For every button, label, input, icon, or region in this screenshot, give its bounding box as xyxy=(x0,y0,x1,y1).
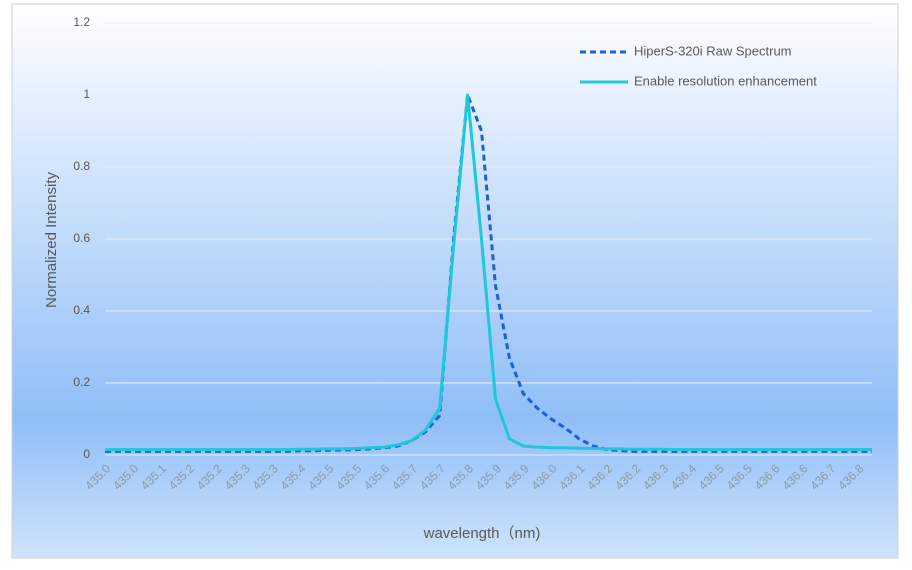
y-tick-label: 0 xyxy=(83,447,90,461)
y-tick-label: 1 xyxy=(83,87,90,101)
series-line xyxy=(105,93,872,452)
legend-label: HiperS-320i Raw Spectrum xyxy=(634,43,792,58)
y-tick-label: 0.8 xyxy=(73,159,90,173)
y-tick-label: 0.2 xyxy=(73,375,90,389)
x-axis-label: wavelength（nm) xyxy=(423,525,541,542)
y-axis-label: Normalized Intensity xyxy=(43,172,60,308)
chart-area xyxy=(11,3,899,559)
y-tick-label: 0.6 xyxy=(73,231,90,245)
legend-label: Enable resolution enhancement xyxy=(634,73,817,88)
y-tick-label: 0.4 xyxy=(73,303,90,317)
series-line xyxy=(105,93,872,453)
y-tick-label: 1.2 xyxy=(73,15,90,29)
